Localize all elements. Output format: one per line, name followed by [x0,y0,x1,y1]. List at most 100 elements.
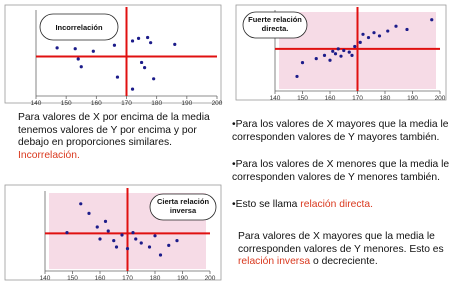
point [146,35,150,40]
point [167,243,171,247]
point [336,47,340,51]
x-tick-label: 140 [270,95,281,102]
point [152,77,156,81]
text-right-2: •Para los valores de X menores que la me… [232,159,468,184]
label-box [39,13,119,41]
point [331,49,335,53]
point [358,40,362,45]
point [149,41,153,45]
chart-label: Cierta relación inversa [157,197,210,215]
point [87,211,91,215]
highlight: relación directa. [300,199,373,210]
point [339,54,343,58]
point [158,253,163,257]
point [314,57,318,61]
chart-label: Fuerte relación directa. [248,15,302,33]
x-tick-label: 150 [297,95,308,102]
point [139,241,143,245]
point [112,43,117,47]
point [65,231,69,235]
point [372,31,376,35]
point [353,44,357,49]
point [131,231,135,235]
point [79,202,83,206]
x-tick-label: 190 [181,100,192,107]
x-tick-label: 180 [150,275,161,282]
point [394,24,398,28]
x-tick-label: 150 [67,275,78,282]
x-tick-label: 160 [325,95,336,102]
point [130,39,135,43]
point [114,245,119,249]
point [103,219,108,223]
point [361,32,365,36]
point [333,52,338,56]
text-right-4: Para valores de X mayores que la media l… [238,231,450,269]
point [328,58,332,62]
point [173,42,177,47]
text-right-1: •Para los valores de X mayores que la me… [232,119,468,144]
point [139,60,144,65]
x-tick-label: 170 [121,100,132,107]
x-tick-label: 160 [95,275,106,282]
point [143,66,147,70]
point [79,65,83,69]
point [106,229,110,233]
point [347,50,351,54]
point [366,35,371,40]
point [322,53,327,57]
point [153,234,157,238]
x-tick-label: 200 [205,275,216,282]
text-right-3: •Esto se llama relación directa. [232,199,468,212]
paragraph: Para valores de X mayores que la media l… [238,231,444,255]
x-tick-label: 180 [151,100,162,107]
point [95,225,99,229]
text-left: Para valores de X por encima de la media… [18,112,216,162]
point [120,233,124,237]
point [55,46,59,50]
highlight: Incorrelación. [18,149,80,161]
x-tick-label: 190 [407,95,418,102]
x-tick-label: 160 [91,100,102,107]
point [136,36,141,40]
x-tick-label: 170 [352,95,363,102]
point [115,75,120,79]
point [342,48,346,53]
paragraph: Para valores de X por encima de la media… [18,112,210,149]
point [430,18,434,22]
label-box [242,11,308,39]
paragraph: •Esto se llama [232,199,298,210]
x-tick-label: 180 [380,95,391,102]
paragraph: o decreciente. [313,256,378,268]
x-tick-label: 200 [435,95,446,102]
point [125,247,130,251]
point [350,53,354,57]
point [405,27,409,32]
chart-label: Incorrelación [55,23,103,32]
point [76,57,80,61]
point [112,239,116,243]
point [147,245,152,249]
x-tick-label: 200 [212,100,223,107]
point [98,237,102,241]
point [377,34,382,38]
label-box [149,193,217,221]
x-tick-label: 140 [40,275,51,282]
highlight: relación inversa [238,256,311,268]
x-tick-label: 170 [122,275,133,282]
x-tick-label: 140 [31,100,42,107]
point [300,61,305,65]
paragraph: •Para los valores de X mayores que la me… [232,119,449,143]
point [73,47,77,51]
point [175,239,179,243]
paragraph: •Para los valores de X menores que la me… [232,159,450,183]
point [295,74,299,79]
x-tick-label: 190 [177,275,188,282]
x-tick-label: 150 [61,100,72,107]
point [386,29,390,33]
point [91,49,95,53]
point [130,87,135,91]
point [134,237,138,241]
